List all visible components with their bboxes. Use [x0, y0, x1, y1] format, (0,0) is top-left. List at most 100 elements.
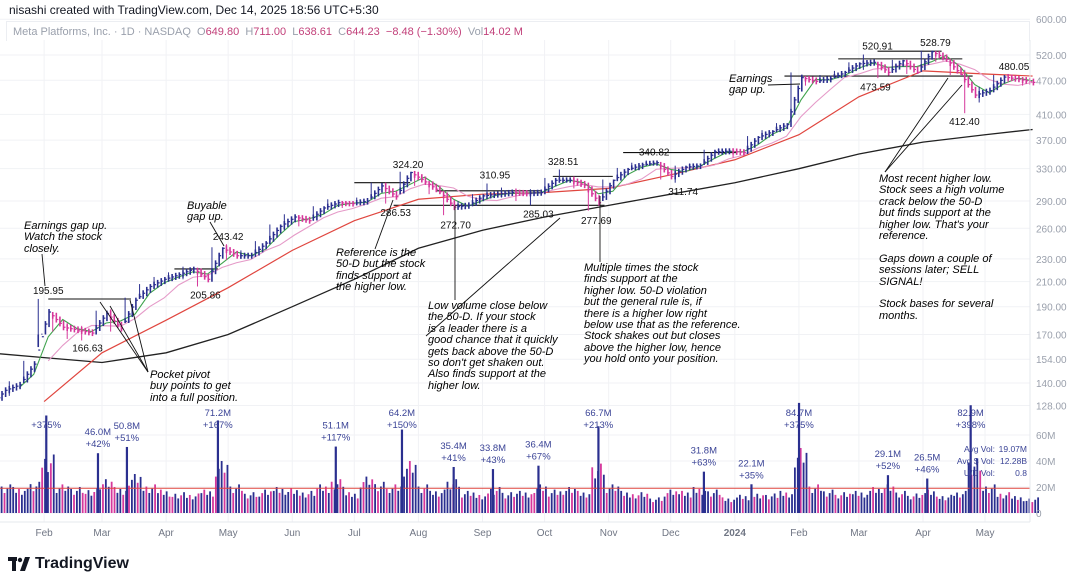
volume-bar	[707, 491, 709, 513]
volume-bar	[507, 495, 510, 513]
volume-bar	[397, 490, 400, 513]
low-value: 638.61	[298, 26, 333, 38]
volume-bar	[947, 497, 950, 513]
price-bar	[355, 197, 370, 206]
price-label: 205.86	[190, 291, 221, 302]
price-bar	[746, 136, 761, 154]
volume-bar	[26, 488, 29, 513]
volume-bar	[724, 500, 727, 513]
volume-bar	[791, 494, 793, 513]
price-bar	[544, 177, 558, 195]
price-bar	[22, 360, 37, 384]
volume-pct-label: +67%	[526, 452, 551, 463]
volume-bar	[834, 494, 837, 513]
price-tick: 140.00	[1036, 379, 1067, 390]
low-label: L	[292, 26, 299, 38]
volume-pct-label: +375%	[31, 420, 61, 431]
volume-bar	[463, 494, 466, 513]
volume-bar	[104, 479, 107, 513]
volume-bar	[139, 476, 142, 513]
tradingview-logo-text: TradingView	[35, 555, 129, 572]
volume-bar	[246, 498, 249, 513]
time-tick: Nov	[600, 528, 618, 539]
price-label: 277.69	[581, 216, 612, 227]
volume-bar	[162, 494, 165, 513]
price-bar	[529, 189, 544, 206]
volume-bar	[727, 498, 730, 513]
volume-bar	[238, 484, 240, 513]
volume-bar	[767, 499, 770, 513]
volume-bar	[799, 448, 802, 513]
price-tick: 190.00	[1036, 303, 1067, 314]
volume-bar	[602, 474, 605, 513]
volume-bar	[631, 494, 634, 513]
price-label: 310.95	[480, 171, 511, 182]
volume-bar	[675, 491, 678, 513]
volume-bar	[959, 497, 961, 513]
volume-bar	[987, 492, 990, 513]
price-label: 286.53	[380, 208, 411, 219]
volume-bar	[938, 498, 941, 513]
volume-bar	[744, 496, 747, 513]
volume-bar	[214, 476, 217, 513]
price-label: 328.51	[548, 157, 579, 168]
volume-bar	[432, 494, 434, 513]
price-bar	[457, 200, 471, 210]
volume-bar	[663, 496, 666, 513]
price-bar	[659, 161, 674, 180]
tradingview-logo[interactable]: TradingView	[8, 555, 129, 573]
time-tick: May	[976, 528, 995, 539]
volume-bar	[466, 490, 469, 513]
volume-bar	[869, 490, 872, 513]
price-tick: 520.00	[1036, 51, 1067, 62]
volume-bar	[785, 492, 788, 513]
volume-bar	[626, 492, 628, 513]
volume-bar	[620, 490, 623, 513]
volume-bar	[61, 484, 64, 513]
volume-bar	[188, 494, 191, 513]
volume-bar	[608, 488, 611, 513]
volume-bar	[678, 494, 680, 513]
volume-bar	[545, 486, 547, 513]
tradingview-logo-icon	[8, 557, 30, 571]
volume-bar	[322, 490, 324, 513]
volume-bar	[47, 472, 49, 513]
price-bar	[688, 163, 703, 171]
volume-bar	[782, 495, 785, 513]
price-bar	[225, 244, 240, 261]
volume-bar	[29, 484, 32, 513]
volume-bar	[880, 492, 883, 513]
volume-bar	[440, 493, 443, 513]
volume-bar	[481, 499, 484, 513]
annotation-earnings-2023: Earnings gap up. Watch the stock closely…	[24, 220, 108, 255]
volume-bar	[770, 496, 773, 513]
price-bar	[573, 176, 587, 189]
arrow	[884, 84, 963, 173]
volume-bar	[336, 484, 339, 513]
price-bar	[167, 272, 182, 282]
volume-spike-bar	[334, 446, 337, 513]
volume-bar	[736, 497, 738, 513]
volume-bar	[759, 498, 762, 513]
volume-bar	[226, 464, 229, 513]
volume-bar	[0, 486, 3, 513]
volume-bar	[738, 494, 741, 513]
volume-spike-bar	[537, 465, 540, 513]
volume-bar	[304, 497, 307, 513]
volume-bar	[568, 487, 570, 513]
price-bar	[587, 182, 602, 211]
volume-bar	[359, 487, 362, 513]
volume-spike-bar	[216, 420, 220, 513]
volume-bar	[9, 484, 12, 513]
volume-bar	[377, 491, 379, 513]
price-bar	[471, 194, 486, 207]
volume-bar	[808, 486, 811, 513]
volume-label: 50.8M	[114, 421, 140, 432]
price-bar	[37, 298, 52, 351]
volume-bar	[892, 486, 895, 513]
volume-bar	[183, 492, 185, 513]
volume-bar	[753, 496, 756, 513]
volume-bar	[877, 488, 880, 513]
volume-bar	[857, 495, 860, 513]
